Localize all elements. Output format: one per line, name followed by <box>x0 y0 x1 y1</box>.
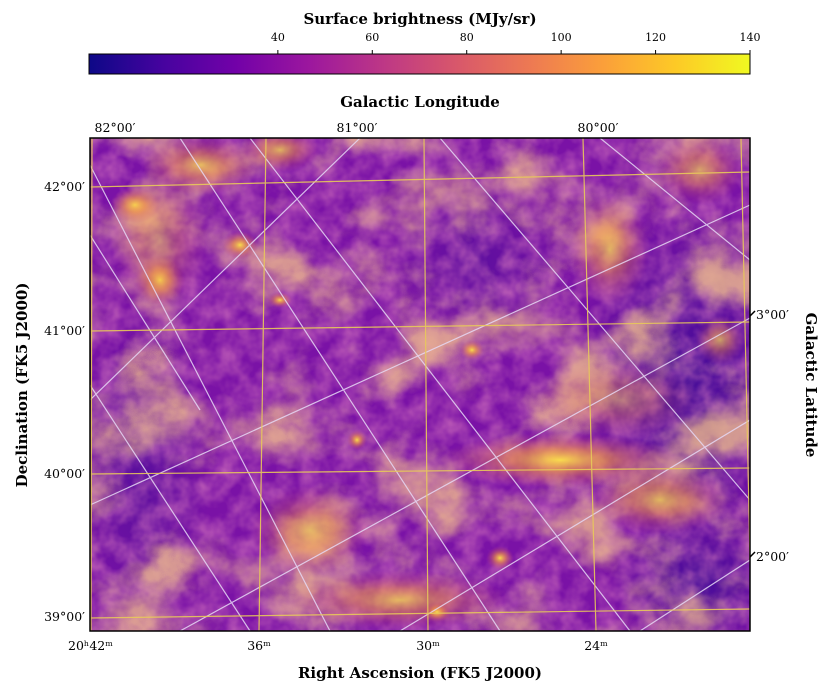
glon-tick-label: 81°00′ <box>337 120 378 135</box>
glon-tick-label: 80°00′ <box>578 120 619 135</box>
dec-tick-labels: 42°00′ 41°00′ 40°00′ 39°00′ <box>44 179 85 624</box>
glon-tick-labels: 82°00′ 81°00′ 80°00′ <box>95 120 619 135</box>
colorbar-tick-label: 80 <box>460 31 474 44</box>
dec-tick-label: 39°00′ <box>44 609 85 624</box>
glat-tick-label: 3°00′ <box>756 307 789 322</box>
dec-tick-label: 40°00′ <box>44 466 85 481</box>
glon-tick-label: 82°00′ <box>95 120 136 135</box>
ra-tick-label: 30ᵐ <box>416 638 440 653</box>
ra-tick-label: 24ᵐ <box>584 638 608 653</box>
glat-tick-labels: 3°00′ 2°00′ <box>749 307 789 564</box>
x-axis-title: Right Ascension (FK5 J2000) <box>298 664 542 682</box>
colorbar <box>88 53 751 75</box>
dec-tick-label: 42°00′ <box>44 179 85 194</box>
glat-tick-label: 2°00′ <box>756 549 789 564</box>
colorbar-tick-label: 120 <box>645 31 666 44</box>
colorbar-label: Surface brightness (MJy/sr) <box>303 10 536 28</box>
colorbar-tick-label: 140 <box>740 31 761 44</box>
dec-tick-label: 41°00′ <box>44 323 85 338</box>
ra-tick-label: 36ᵐ <box>247 638 271 653</box>
sky-image <box>90 138 750 631</box>
plot-frame <box>89 137 751 632</box>
galactic-grid <box>90 138 750 631</box>
ra-tick-labels: 20ʰ42ᵐ 36ᵐ 30ᵐ 24ᵐ <box>68 638 608 653</box>
right-axis-title: Galactic Latitude <box>802 313 820 458</box>
top-axis-title: Galactic Longitude <box>340 93 500 111</box>
ra-tick-label: 20ʰ42ᵐ <box>68 638 113 653</box>
colorbar-tick-label: 40 <box>271 31 285 44</box>
colorbar-tick-label: 60 <box>365 31 379 44</box>
colorbar-ticks: 40 60 80 100 120 140 <box>271 31 761 54</box>
y-axis-title: Declination (FK5 J2000) <box>13 283 31 488</box>
equatorial-grid <box>90 138 750 631</box>
colorbar-tick-label: 100 <box>551 31 572 44</box>
